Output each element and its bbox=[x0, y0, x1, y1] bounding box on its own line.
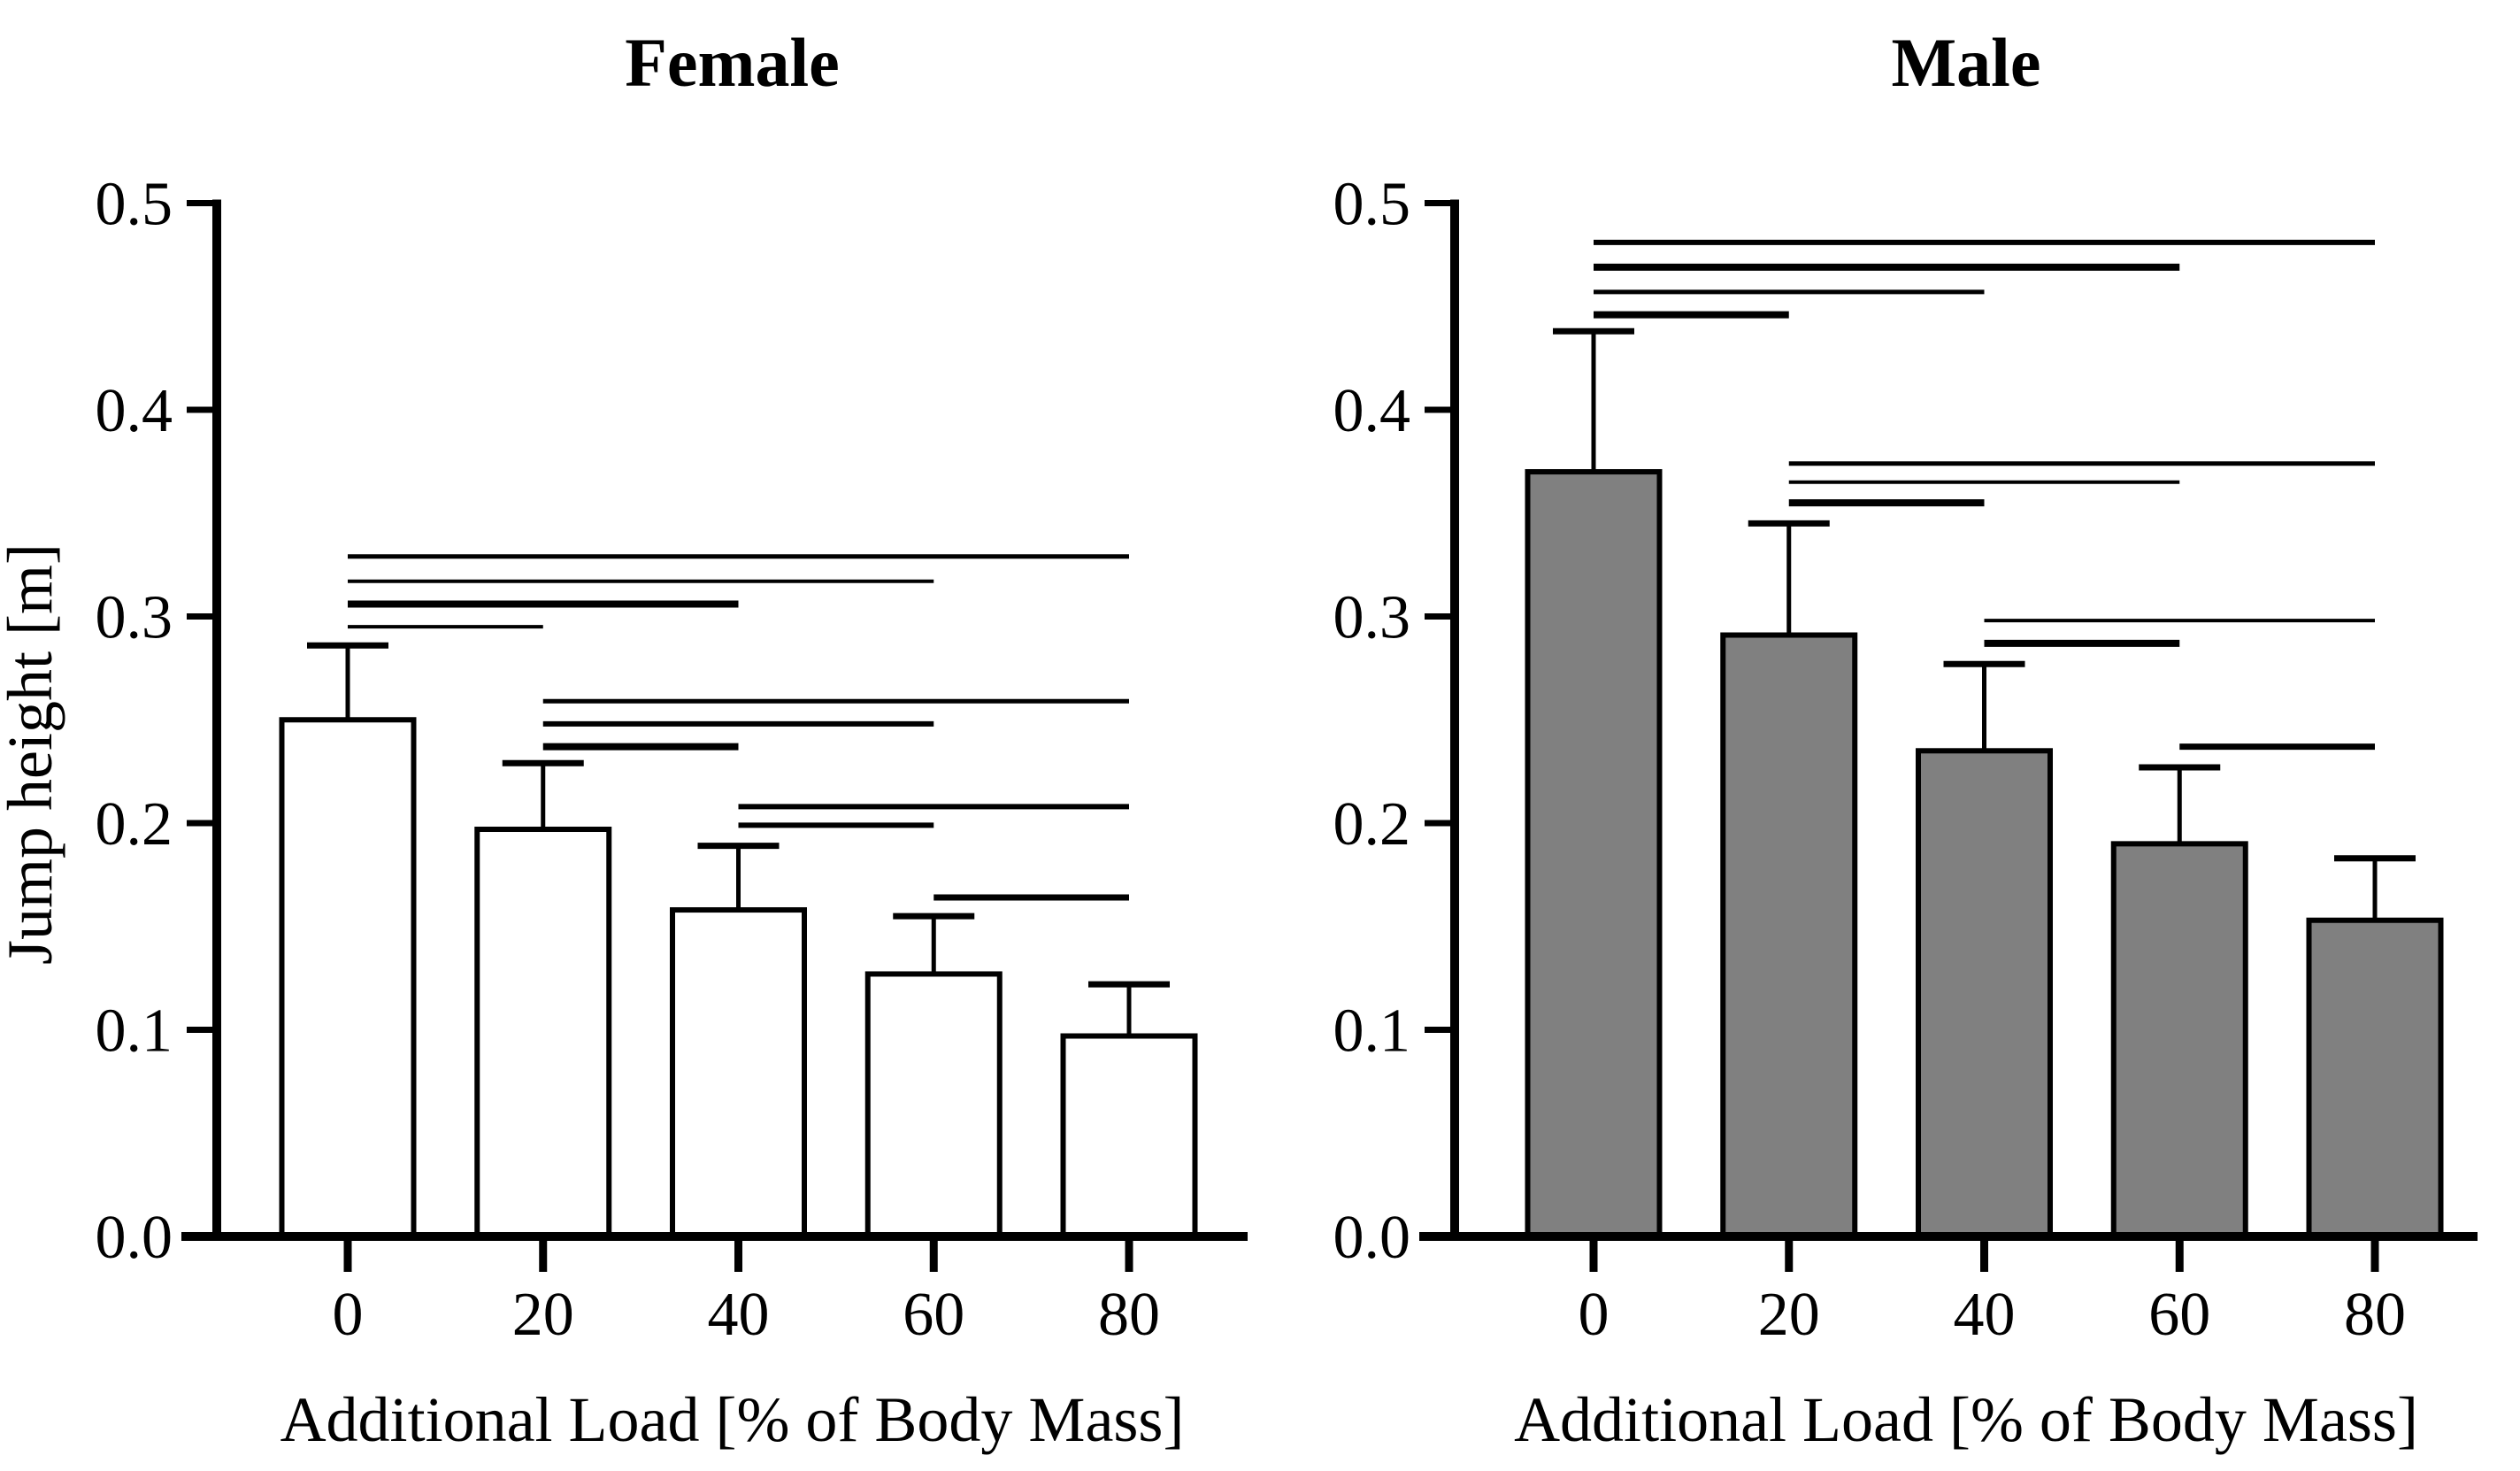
y-tick-label: 0.5 bbox=[1333, 171, 1411, 239]
y-tick-label: 0.5 bbox=[96, 171, 173, 239]
x-axis-label: Additional Load [% of Body Mass] bbox=[280, 1384, 1185, 1455]
y-tick-label: 0.1 bbox=[1333, 997, 1411, 1066]
x-tick-label: 0 bbox=[1579, 1281, 1610, 1349]
chart-panel-male: Male 0 20 40 60 80 0.0 0.1 0.2 0.3 0.4 0.5 Additiona… bbox=[1333, 24, 2478, 1455]
bar-20 bbox=[1720, 632, 1858, 1239]
bar-40 bbox=[670, 907, 807, 1239]
x-axis-label: Additional Load [% of Body Mass] bbox=[1514, 1384, 2418, 1455]
bar-60 bbox=[2110, 841, 2248, 1239]
x-tick-label: 0 bbox=[333, 1281, 364, 1349]
y-tick-label: 0.4 bbox=[96, 377, 173, 445]
y-tick-label: 0.3 bbox=[96, 584, 173, 652]
x-tick-label: 60 bbox=[903, 1281, 964, 1349]
bar-60 bbox=[864, 971, 1003, 1239]
y-tick-label: 0.0 bbox=[96, 1204, 173, 1272]
bar-80 bbox=[1060, 1033, 1198, 1239]
chart-panel-female: Female 0 20 40 60 80 0.0 0.1 0.2 0.3 0.4 0.5 Additio… bbox=[0, 24, 1248, 1455]
bar-0 bbox=[279, 717, 417, 1239]
y-tick-label: 0.3 bbox=[1333, 584, 1411, 652]
x-tick-label: 60 bbox=[2148, 1281, 2210, 1349]
x-tick-label: 40 bbox=[708, 1281, 770, 1349]
y-tick-label: 0.1 bbox=[96, 997, 173, 1066]
x-tick-label: 40 bbox=[1954, 1281, 2016, 1349]
y-tick-label: 0.2 bbox=[1333, 790, 1411, 859]
bar-20 bbox=[474, 827, 612, 1239]
y-tick-label: 0.0 bbox=[1333, 1204, 1411, 1272]
x-tick-label: 80 bbox=[2344, 1281, 2406, 1349]
bar-0 bbox=[1525, 469, 1663, 1239]
chart-title: Female bbox=[625, 24, 840, 101]
x-tick-label: 20 bbox=[1758, 1281, 1820, 1349]
x-tick-label: 80 bbox=[1098, 1281, 1160, 1349]
y-tick-label: 0.2 bbox=[96, 790, 173, 859]
bar-40 bbox=[1916, 748, 2053, 1239]
bar-80 bbox=[2306, 917, 2444, 1239]
y-axis-label: Jump height [m] bbox=[0, 543, 65, 965]
y-tick-label: 0.4 bbox=[1333, 377, 1411, 445]
x-tick-label: 20 bbox=[512, 1281, 574, 1349]
chart-title: Male bbox=[1892, 24, 2041, 101]
